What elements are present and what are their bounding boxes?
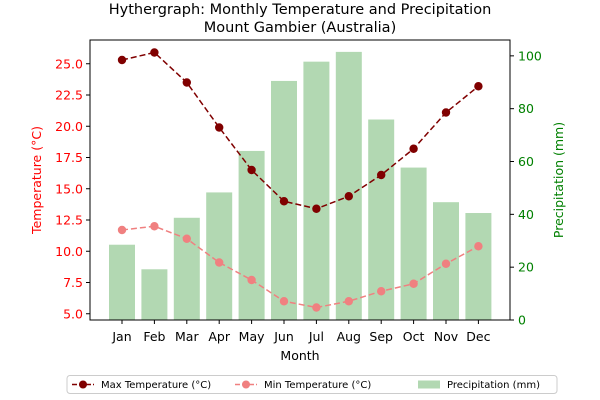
min-temperature-point-may xyxy=(247,275,256,285)
precipitation-bar-jan xyxy=(109,244,135,320)
left-tick-label: 12.5 xyxy=(55,213,83,228)
legend-frame xyxy=(66,375,558,394)
legend-marker-min xyxy=(242,380,250,389)
right-axis-label: Precipitation (mm) xyxy=(551,122,566,238)
temperature-lines xyxy=(117,48,483,312)
left-temperature-axis: 5.0 7.5 10.0 12.5 15.0 17.5 20.0 22.5 25.0 xyxy=(55,56,90,321)
max-temperature-line xyxy=(121,51,479,210)
min-temperature-point-jan xyxy=(117,225,127,235)
month-tick-label: Oct xyxy=(403,329,425,344)
plot-frame xyxy=(89,39,511,321)
precipitation-bar-may xyxy=(238,150,265,320)
month-tick-label: Sep xyxy=(369,329,393,344)
chart-title-line-2: Mount Gambier (Australia) xyxy=(204,20,396,36)
precipitation-bar-sep xyxy=(368,119,395,321)
right-tick-label: 60 xyxy=(518,154,534,169)
left-tick-label: 5.0 xyxy=(63,306,83,321)
max-temperature-point-jan xyxy=(117,55,127,65)
right-precipitation-axis: 0 20 40 60 80 100 xyxy=(510,48,542,328)
legend-label-precip: Precipitation (mm) xyxy=(447,380,540,391)
left-tick-label: 25.0 xyxy=(55,56,83,71)
max-temperature-point-may xyxy=(247,165,256,175)
legend-swatch-precip xyxy=(418,380,440,389)
right-tick-label: 40 xyxy=(518,207,534,222)
month-tick-label: Jan xyxy=(111,329,131,344)
max-temperature-point-apr xyxy=(215,123,224,132)
precipitation-bar-dec xyxy=(465,213,492,320)
min-temperature-point-dec xyxy=(474,242,483,251)
max-temperature-point-mar xyxy=(182,78,191,87)
left-axis-label: Temperature (°C) xyxy=(29,126,44,235)
month-tick-label: Feb xyxy=(143,329,165,344)
left-tick-label: 7.5 xyxy=(63,275,83,290)
right-tick-label: 0 xyxy=(518,313,526,328)
left-tick-label: 22.5 xyxy=(55,88,83,103)
min-temperature-point-sep xyxy=(377,287,386,296)
min-temperature-point-jul xyxy=(312,303,321,312)
max-temperature-point-dec xyxy=(474,82,483,91)
min-temperature-point-mar xyxy=(182,234,191,243)
chart-legend: Max Temperature (°C) Min Temperature (°C)… xyxy=(66,375,558,394)
min-temperature-point-apr xyxy=(215,258,224,267)
min-temperature-point-nov xyxy=(441,259,451,268)
min-temperature-point-oct xyxy=(409,279,418,288)
month-tick-label: May xyxy=(239,329,265,344)
month-axis: Jan Feb Mar Apr May Jun Jul Aug Sep Oct Nov Dec xyxy=(111,320,491,344)
min-temperature-line xyxy=(121,225,479,309)
chart-title-line-1: Hythergraph: Monthly Temperature and Pre… xyxy=(109,2,492,18)
legend-label-min: Min Temperature (°C) xyxy=(264,380,371,391)
precipitation-bars xyxy=(109,51,492,321)
max-temperature-point-jun xyxy=(279,197,289,206)
month-tick-label: Nov xyxy=(434,329,459,344)
month-tick-label: Dec xyxy=(466,329,490,344)
precipitation-bar-aug xyxy=(335,51,362,321)
legend-label-max: Max Temperature (°C) xyxy=(101,380,211,391)
precipitation-bar-feb xyxy=(141,269,168,320)
max-temperature-point-jul xyxy=(312,204,321,213)
month-tick-label: Mar xyxy=(175,329,199,344)
min-temperature-point-jun xyxy=(279,297,289,306)
precipitation-bar-apr xyxy=(206,192,233,320)
month-tick-label: Aug xyxy=(337,329,361,344)
month-tick-label: Jun xyxy=(273,329,294,344)
min-temperature-point-aug xyxy=(344,297,353,306)
left-tick-label: 10.0 xyxy=(55,244,83,259)
left-tick-label: 20.0 xyxy=(55,119,83,134)
max-temperature-point-aug xyxy=(344,192,353,201)
x-axis-label: Month xyxy=(280,348,319,363)
max-temperature-point-sep xyxy=(377,170,386,180)
precipitation-bar-oct xyxy=(400,167,427,320)
left-tick-label: 15.0 xyxy=(55,181,83,196)
precipitation-bar-mar xyxy=(173,217,200,320)
max-temperature-point-nov xyxy=(441,108,451,117)
month-tick-label: Apr xyxy=(208,329,230,344)
legend-marker-max xyxy=(79,380,87,389)
max-temperature-point-feb xyxy=(150,48,159,57)
min-temperature-point-feb xyxy=(150,222,159,231)
right-tick-label: 100 xyxy=(518,48,542,63)
month-tick-label: Jul xyxy=(308,329,324,344)
right-tick-label: 20 xyxy=(518,260,534,275)
right-tick-label: 80 xyxy=(518,101,534,116)
precipitation-bar-jul xyxy=(303,61,330,321)
left-tick-label: 17.5 xyxy=(55,150,83,165)
max-temperature-point-oct xyxy=(409,144,418,153)
